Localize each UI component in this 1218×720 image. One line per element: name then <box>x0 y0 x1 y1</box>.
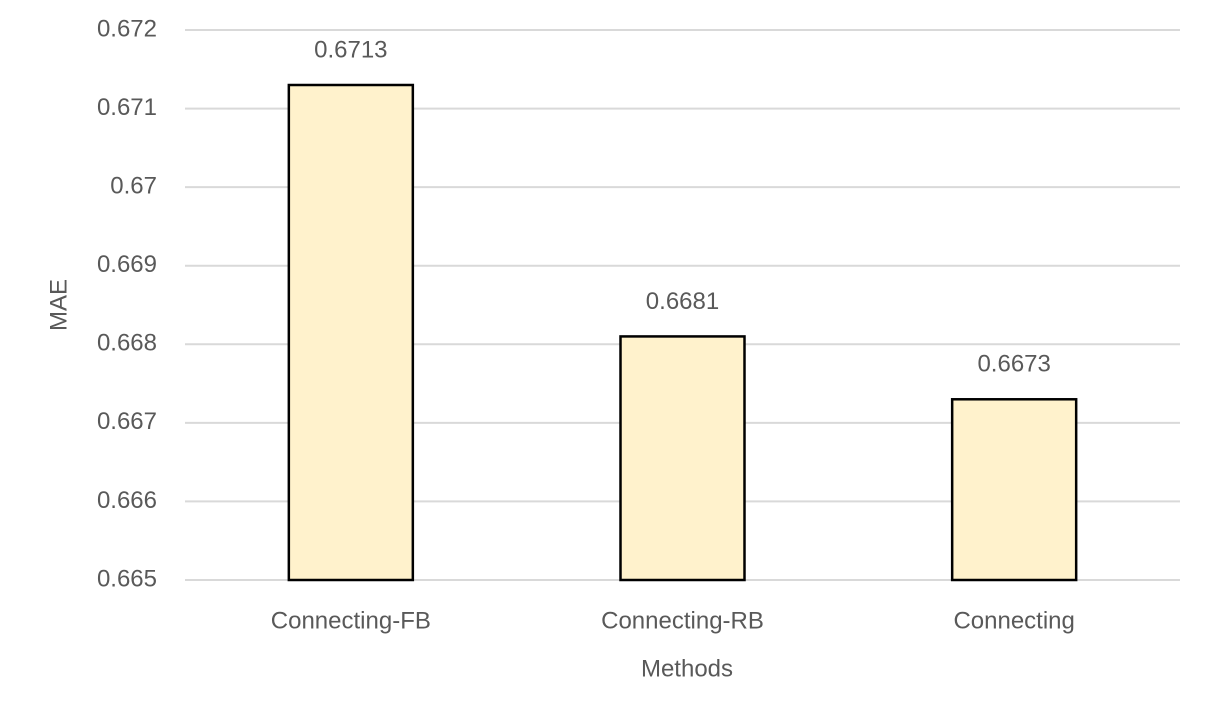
bar <box>950 398 1078 582</box>
y-tick-label: 0.67 <box>110 172 157 199</box>
bar <box>619 335 746 582</box>
y-tick-label: 0.671 <box>97 94 157 121</box>
data-label: 0.6681 <box>646 288 719 315</box>
x-tick-label: Connecting-FB <box>271 607 431 634</box>
y-tick-label: 0.669 <box>97 251 157 278</box>
y-tick-label: 0.668 <box>97 330 157 357</box>
x-tick-label: Connecting <box>953 607 1074 634</box>
y-tick-label: 0.665 <box>97 565 157 592</box>
y-tick-label: 0.666 <box>97 487 157 514</box>
y-tick-label: 0.672 <box>97 15 157 42</box>
x-tick-label: Connecting-RB <box>601 607 764 634</box>
x-axis-label: Methods <box>641 655 733 682</box>
y-tick-label: 0.667 <box>97 408 157 435</box>
y-axis-label: MAE <box>45 279 72 331</box>
bar <box>287 83 415 582</box>
data-label: 0.6673 <box>977 351 1050 378</box>
data-label: 0.6713 <box>314 36 387 63</box>
